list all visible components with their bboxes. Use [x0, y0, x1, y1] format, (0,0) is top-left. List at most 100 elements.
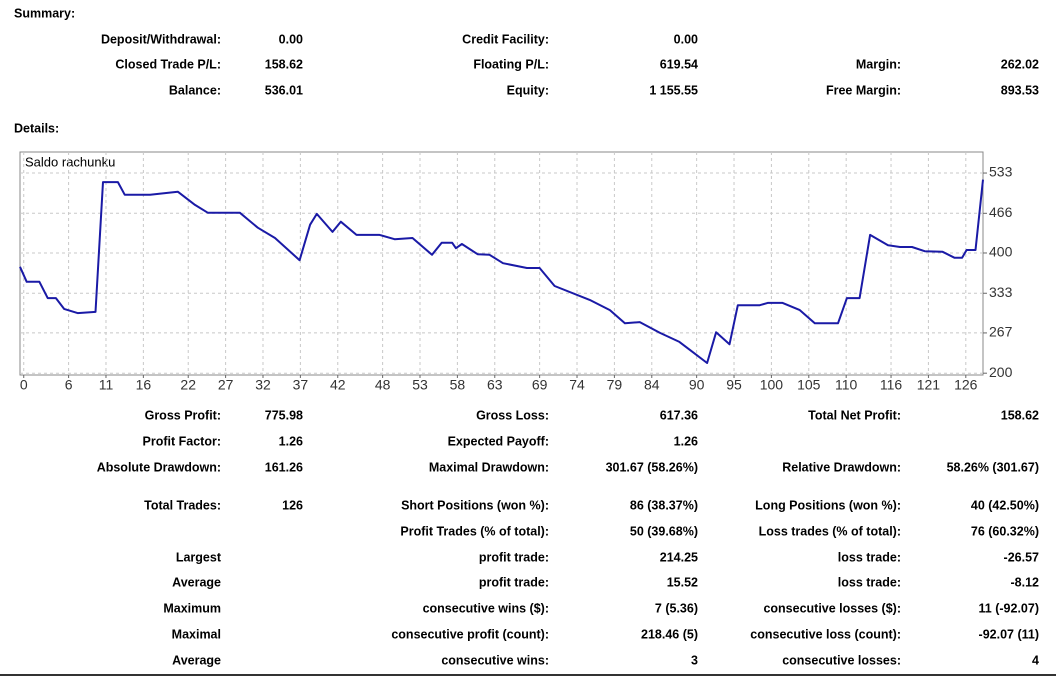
- label: Total Trades:: [144, 498, 221, 512]
- label: loss trade:: [838, 575, 901, 589]
- label: consecutive wins:: [441, 653, 549, 667]
- value: 893.53: [1001, 83, 1039, 97]
- x-tick-label: 121: [917, 377, 941, 393]
- label: Loss trades (% of total):: [759, 524, 901, 538]
- label: Gross Loss:: [476, 408, 549, 422]
- x-tick-label: 95: [726, 377, 742, 393]
- value: 1.26: [279, 434, 303, 448]
- label: Floating P/L:: [473, 57, 549, 71]
- label: consecutive losses ($):: [763, 601, 901, 615]
- label: Closed Trade P/L:: [115, 57, 221, 71]
- x-tick-label: 37: [293, 377, 309, 393]
- chart-frame: [19, 151, 984, 376]
- value: 4: [1032, 653, 1039, 667]
- label: Gross Profit:: [145, 408, 221, 422]
- x-tick-label: 58: [450, 377, 466, 393]
- label: consecutive profit (count):: [391, 627, 549, 641]
- x-tick-label: 74: [569, 377, 585, 393]
- label: Absolute Drawdown:: [97, 460, 221, 474]
- label: consecutive wins ($):: [423, 601, 549, 615]
- x-tick-label: 11: [99, 377, 114, 393]
- x-tick-label: 6: [65, 377, 73, 393]
- value: 619.54: [660, 57, 698, 71]
- label: profit trade:: [479, 575, 549, 589]
- label: Relative Drawdown:: [782, 460, 901, 474]
- value: 3: [691, 653, 698, 667]
- section-title: Summary:: [14, 6, 75, 20]
- chart-title: Saldo rachunku: [25, 154, 115, 169]
- x-tick-label: 48: [375, 377, 391, 393]
- value: -8.12: [1011, 575, 1040, 589]
- x-tick-label: 69: [532, 377, 548, 393]
- x-tick-label: 0: [20, 377, 28, 393]
- value: 50 (39.68%): [630, 524, 698, 538]
- y-tick-label: 400: [989, 244, 1013, 260]
- x-tick-label: 126: [954, 377, 978, 393]
- value: 262.02: [1001, 57, 1039, 71]
- label: Average: [172, 575, 221, 589]
- value: 617.36: [660, 408, 698, 422]
- label: consecutive loss (count):: [750, 627, 901, 641]
- value: -26.57: [1004, 550, 1039, 564]
- x-tick-label: 116: [880, 377, 903, 393]
- value: 536.01: [265, 83, 303, 97]
- x-tick-label: 42: [330, 377, 346, 393]
- value: 11 (-92.07): [979, 601, 1039, 615]
- value: 214.25: [660, 550, 698, 564]
- y-tick-label: 267: [989, 324, 1013, 340]
- label: Deposit/Withdrawal:: [101, 32, 221, 46]
- value: 58.26% (301.67): [947, 460, 1039, 474]
- label: Equity:: [507, 83, 549, 97]
- value: 775.98: [265, 408, 303, 422]
- x-tick-label: 16: [136, 377, 152, 393]
- value: 76 (60.32%): [971, 524, 1039, 538]
- y-tick-label: 466: [989, 204, 1013, 220]
- x-tick-label: 63: [487, 377, 503, 393]
- value: 7 (5.36): [655, 601, 698, 615]
- value: 40 (42.50%): [971, 498, 1039, 512]
- label: Maximal: [172, 627, 221, 641]
- label: Free Margin:: [826, 83, 901, 97]
- y-tick-label: 200: [989, 364, 1013, 380]
- label: profit trade:: [479, 550, 549, 564]
- x-tick-label: 22: [180, 377, 196, 393]
- label: Expected Payoff:: [448, 434, 549, 448]
- x-tick-label: 84: [644, 377, 660, 393]
- value: 15.52: [667, 575, 698, 589]
- label: consecutive losses:: [782, 653, 901, 667]
- value: 0.00: [674, 32, 698, 46]
- label: Credit Facility:: [462, 32, 549, 46]
- value: 161.26: [265, 460, 303, 474]
- label: Profit Trades (% of total):: [400, 524, 549, 538]
- x-tick-label: 32: [255, 377, 271, 393]
- y-tick-label: 333: [989, 284, 1013, 300]
- value: 1.26: [674, 434, 698, 448]
- label: loss trade:: [838, 550, 901, 564]
- label: Short Positions (won %):: [401, 498, 549, 512]
- x-tick-label: 90: [689, 377, 705, 393]
- value: 218.46 (5): [641, 627, 698, 641]
- label: Margin:: [856, 57, 901, 71]
- x-tick-label: 105: [797, 377, 821, 393]
- value: 1 155.55: [649, 83, 698, 97]
- label: Total Net Profit:: [808, 408, 901, 422]
- label: Long Positions (won %):: [755, 498, 901, 512]
- value: 301.67 (58.26%): [606, 460, 698, 474]
- x-tick-label: 27: [218, 377, 234, 393]
- value: -92.07 (11): [979, 627, 1039, 641]
- label: Balance:: [169, 83, 221, 97]
- value: 86 (38.37%): [630, 498, 698, 512]
- value: 126: [282, 498, 303, 512]
- balance-line: [19, 179, 984, 364]
- x-tick-label: 79: [607, 377, 623, 393]
- y-tick-label: 533: [989, 164, 1013, 180]
- x-tick-label: 110: [835, 377, 858, 393]
- label: Maximal Drawdown:: [429, 460, 549, 474]
- x-tick-label: 53: [412, 377, 428, 393]
- label: Largest: [176, 550, 222, 564]
- value: 158.62: [265, 57, 303, 71]
- label: Average: [172, 653, 221, 667]
- x-tick-label: 100: [760, 377, 784, 393]
- section-title: Details:: [14, 121, 59, 135]
